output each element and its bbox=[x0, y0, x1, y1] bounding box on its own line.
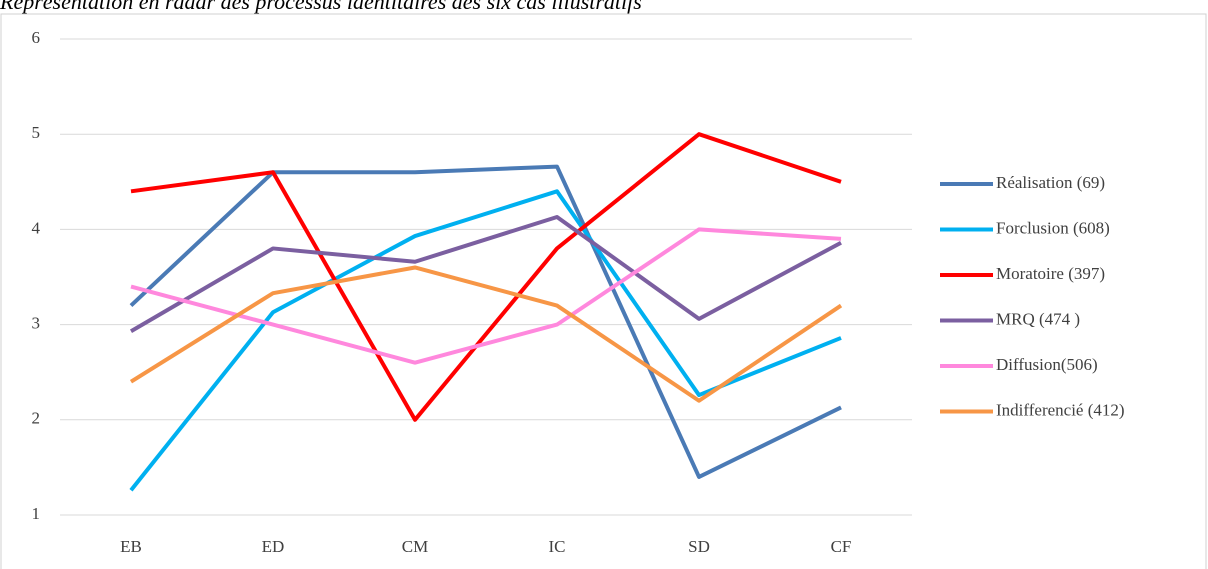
legend-label: Moratoire (397) bbox=[996, 264, 1105, 283]
chart-frame bbox=[0, 13, 1207, 569]
y-tick-label: 1 bbox=[32, 504, 41, 523]
y-tick-label: 2 bbox=[32, 409, 41, 428]
y-tick-label: 6 bbox=[32, 28, 41, 47]
legend-label: Réalisation (69) bbox=[996, 173, 1105, 192]
x-tick-label: ED bbox=[262, 537, 285, 556]
series-line bbox=[129, 265, 843, 403]
x-tick-label: CF bbox=[831, 537, 852, 556]
legend-label: Diffusion(506) bbox=[996, 355, 1098, 374]
series-line bbox=[130, 132, 842, 422]
series-line bbox=[129, 215, 842, 333]
legend-label: Indifferencié (412) bbox=[996, 400, 1125, 419]
x-tick-label: EB bbox=[120, 537, 142, 556]
y-tick-label: 3 bbox=[32, 314, 41, 333]
legend-label: MRQ (474 ) bbox=[996, 309, 1080, 328]
x-tick-label: CM bbox=[402, 537, 428, 556]
series-line bbox=[129, 189, 842, 492]
y-tick-label: 4 bbox=[32, 218, 41, 237]
chart-title: Représentation en radar des processus id… bbox=[0, 0, 642, 14]
y-tick-label: 5 bbox=[32, 123, 41, 142]
legend-label: Forclusion (608) bbox=[996, 218, 1110, 237]
series-line bbox=[130, 227, 842, 365]
x-tick-label: SD bbox=[688, 537, 710, 556]
series-line bbox=[129, 164, 842, 479]
x-tick-label: IC bbox=[549, 537, 566, 556]
